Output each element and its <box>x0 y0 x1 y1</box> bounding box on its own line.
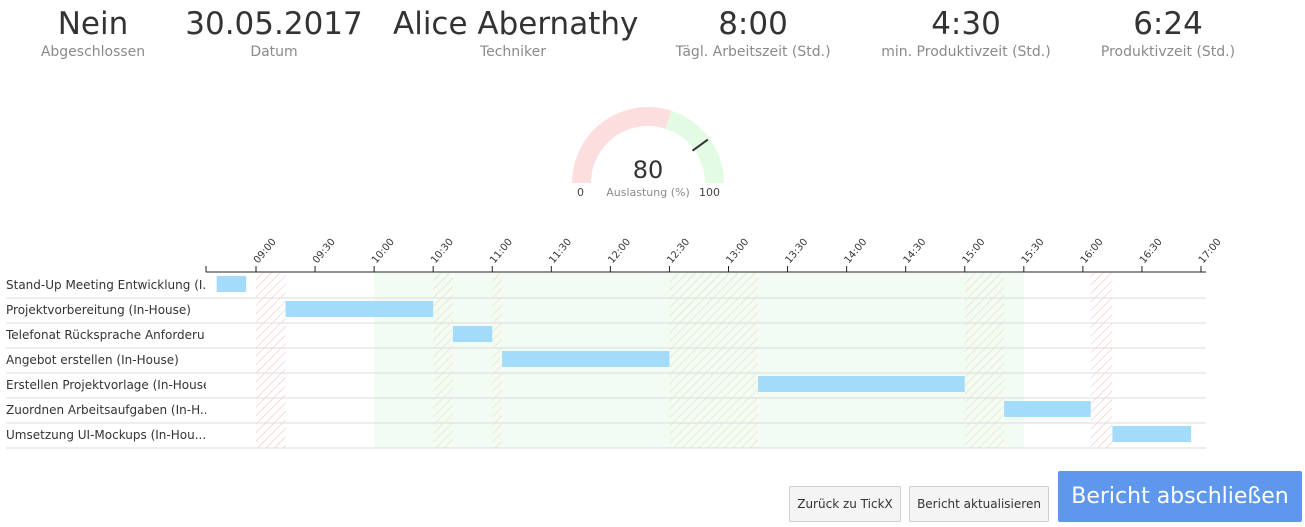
task-bar <box>216 276 247 292</box>
axis-tick-label: 10:30 <box>429 237 456 266</box>
task-bar <box>758 376 965 392</box>
kpi-daily-hours-value: 8:00 <box>718 6 788 42</box>
gauge-arc <box>572 106 724 183</box>
axis-tick-label: 13:30 <box>783 237 810 266</box>
kpi-productive-value: 6:24 <box>1133 6 1203 42</box>
axis-tick-label: 17:00 <box>1197 237 1224 266</box>
task-label: Angebot erstellen (In-House) <box>6 353 179 367</box>
kpi-productive: 6:24 Produktivzeit (Std.) <box>1048 4 1288 62</box>
axis-tick-label: 09:00 <box>252 237 279 266</box>
gauge-min: 0 <box>577 186 584 199</box>
timeline-chart: 09:00 09:30 10:00 10:30 11:00 11:30 12:00 12:30… <box>0 230 1305 460</box>
task-label: Erstellen Projektvorlage (In-House) <box>6 378 206 392</box>
kpi-completed-value: Nein <box>57 6 129 42</box>
kpi-min-productive: 4:30 min. Produktivzeit (Std.) <box>846 4 1086 62</box>
kpi-technician: Alice Abernathy Techniker <box>393 4 639 62</box>
kpi-completed-label: Abgeschlossen <box>40 44 146 60</box>
gap-hatch <box>1090 273 1113 448</box>
utilization-gauge: 80 0 Auslastung (%) 100 <box>560 100 740 210</box>
gap-hatch <box>492 273 503 448</box>
axis-tick-label: 15:30 <box>1020 237 1047 266</box>
kpi-date: 30.05.2017 Datum <box>154 4 394 62</box>
task-bar <box>1112 426 1192 442</box>
summary-header: Nein Abgeschlossen 30.05.2017 Datum Alic… <box>0 0 1305 70</box>
axis-tick-label: 16:00 <box>1079 237 1106 266</box>
gauge-low-segment <box>572 106 672 183</box>
timeline-canvas: 09:00 09:30 10:00 10:30 11:00 11:30 12:00 12:30… <box>6 237 1224 449</box>
update-report-button[interactable]: Bericht aktualisieren <box>909 486 1049 522</box>
task-label: Stand-Up Meeting Entwicklung (I... <box>6 278 206 292</box>
back-to-tickx-button[interactable]: Zurück zu TickX <box>789 486 901 522</box>
gauge-caption: Auslastung (%) <box>606 186 690 199</box>
task-bar <box>1004 401 1091 417</box>
axis-tick-label: 16:30 <box>1138 237 1165 266</box>
task-bar <box>285 301 434 317</box>
gauge-max: 100 <box>699 186 720 199</box>
axis-tick-label: 09:30 <box>311 237 338 266</box>
task-label: Zuordnen Arbeitsaufgaben (In-H... <box>6 403 206 417</box>
axis-tick-label: 11:30 <box>547 237 574 266</box>
kpi-date-value: 30.05.2017 <box>185 6 363 42</box>
task-label: Umsetzung UI-Mockups (In-Hou... <box>6 428 206 442</box>
axis-tick-label: 12:00 <box>606 237 633 266</box>
axis-tick-label: 12:30 <box>665 237 692 266</box>
kpi-technician-value: Alice Abernathy <box>393 6 639 42</box>
axis-tick-label: 11:00 <box>488 237 515 266</box>
task-bar <box>452 326 493 342</box>
gap-hatch <box>433 273 453 448</box>
axis-tick-label: 14:00 <box>842 237 869 266</box>
gap-hatch <box>964 273 1005 448</box>
kpi-productive-label: Produktivzeit (Std.) <box>1100 44 1236 60</box>
axis-tick-label: 13:00 <box>724 237 751 266</box>
gap-hatch <box>256 273 286 448</box>
kpi-daily-hours-label: Tägl. Arbeitszeit (Std.) <box>675 44 831 60</box>
kpi-min-productive-label: min. Produktivzeit (Std.) <box>881 44 1051 60</box>
task-label: Projektvorbereitung (In-House) <box>6 303 191 317</box>
gauge-value: 80 <box>632 156 664 184</box>
kpi-date-label: Datum <box>250 44 298 60</box>
axis-tick-label: 14:30 <box>902 237 929 266</box>
axis-tick-label: 10:00 <box>370 237 397 266</box>
finish-report-button[interactable]: Bericht abschließen <box>1058 471 1302 522</box>
task-label: Telefonat Rücksprache Anforderu... <box>6 328 206 342</box>
kpi-completed: Nein Abgeschlossen <box>0 4 213 62</box>
kpi-daily-hours: 8:00 Tägl. Arbeitszeit (Std.) <box>633 4 873 62</box>
gauge-high-segment <box>665 110 724 183</box>
task-bar <box>502 351 670 367</box>
axis-tick-label: 15:00 <box>961 237 988 266</box>
kpi-min-productive-value: 4:30 <box>931 6 1001 42</box>
kpi-technician-label: Techniker <box>479 44 547 60</box>
gauge-needle <box>691 138 709 152</box>
gap-hatch <box>669 273 759 448</box>
